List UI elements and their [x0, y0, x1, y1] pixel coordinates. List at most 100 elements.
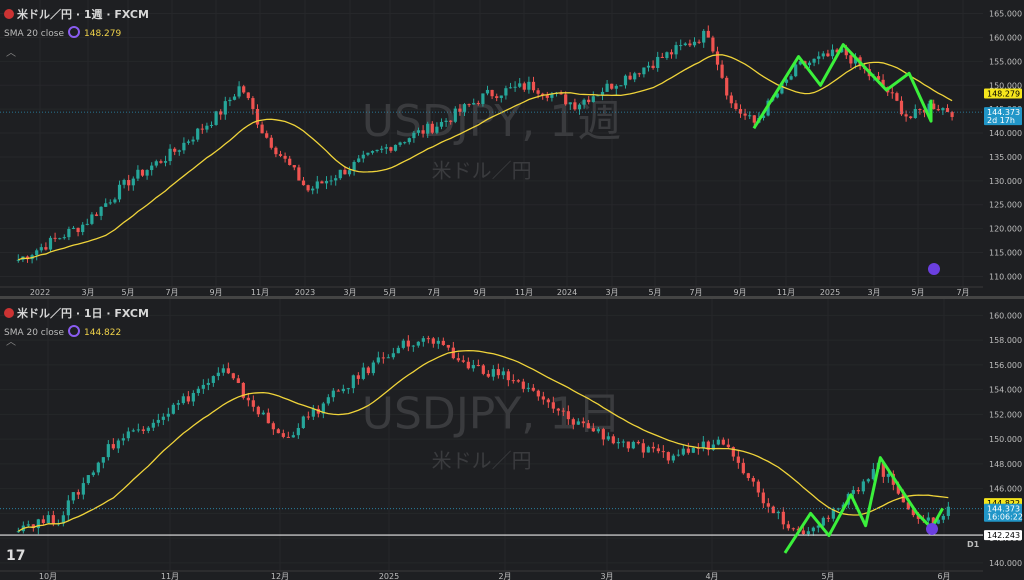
sma-20-line	[18, 54, 953, 261]
candle-body	[260, 124, 264, 134]
watermark-name: 米ドル／円	[432, 159, 532, 183]
pane-divider[interactable]	[0, 296, 1024, 299]
candle-body	[94, 214, 99, 216]
candle-body	[113, 199, 117, 203]
candle-body	[835, 49, 839, 53]
candle-body	[347, 170, 352, 175]
candle-body	[748, 115, 752, 117]
candle-body	[711, 37, 715, 52]
candle-body	[906, 502, 910, 510]
candle-body	[356, 375, 360, 379]
indicator-settings-icon[interactable]	[68, 325, 80, 337]
candle-body	[357, 158, 361, 162]
candle-body	[472, 102, 476, 105]
candle-body	[206, 382, 210, 385]
candle-body	[486, 373, 490, 377]
price-tick-label: 158.000	[989, 336, 1022, 345]
candle-body	[411, 345, 415, 347]
watermark-name: 米ドル／円	[432, 449, 532, 473]
candle-body	[866, 479, 870, 482]
collapse-legend-chevron-icon[interactable]: ︿	[6, 337, 16, 348]
candle-body	[286, 436, 290, 438]
candle-body	[116, 440, 120, 449]
candle-body	[186, 396, 190, 402]
candle-body	[156, 419, 160, 423]
candle-body	[122, 180, 126, 185]
candle-body	[336, 390, 340, 392]
candle-body	[741, 462, 745, 474]
candle-body	[941, 515, 945, 520]
daily-chart-pane[interactable]: USDJPY, 1日 米ドル／円 D1 160.000 158.000 156.000 15…	[0, 299, 1024, 580]
candle-body	[186, 141, 191, 143]
candle-body	[446, 344, 450, 348]
candle-body	[48, 237, 53, 250]
candle-body	[531, 387, 535, 391]
watermark-symbol: USDJPY, 1週	[362, 96, 621, 147]
indicator-settings-icon[interactable]	[68, 26, 80, 38]
candle-body	[436, 340, 440, 344]
candle-body	[381, 357, 385, 359]
candle-body	[121, 438, 125, 441]
price-tick-label: 155.000	[989, 57, 1022, 66]
alert-bolt-icon[interactable]	[926, 523, 938, 535]
candle-body	[716, 439, 720, 445]
candle-body	[191, 393, 195, 402]
candle-body	[522, 83, 526, 90]
candle-body	[386, 357, 390, 359]
weekly-chart-pane[interactable]: USDJPY, 1週 米ドル／円 165.000 160.000 155.000 150.…	[0, 0, 1024, 296]
daily-indicator-label[interactable]: SMA 20 close	[4, 328, 64, 338]
candle-body	[551, 402, 555, 409]
candle-body	[692, 41, 697, 46]
candle-body	[384, 147, 388, 149]
candle-body	[200, 128, 204, 130]
candle-body	[66, 500, 70, 516]
candle-body	[564, 94, 568, 105]
candle-body	[39, 247, 43, 251]
collapse-legend-chevron-icon[interactable]: ︿	[6, 48, 16, 59]
time-tick-label: 7月	[165, 288, 178, 296]
candle-body	[326, 397, 330, 404]
weekly-chart-legend: 米ドル／円 · 1週 · FXCM SMA 20 close 148.279	[4, 6, 149, 39]
candle-body	[471, 365, 475, 369]
candle-body	[182, 142, 186, 151]
candle-body	[775, 93, 779, 98]
candle-body	[896, 484, 900, 494]
candle-body	[751, 478, 755, 482]
candle-body	[269, 137, 273, 148]
candle-body	[516, 380, 520, 382]
candle-body	[681, 448, 685, 455]
candle-body	[236, 378, 240, 383]
candle-body	[830, 49, 835, 57]
candle-body	[890, 92, 894, 94]
candle-body	[329, 180, 333, 182]
price-tag-label: 148.279	[987, 89, 1020, 98]
candle-body	[291, 435, 295, 438]
candle-body	[606, 436, 610, 440]
candle-body	[104, 203, 108, 207]
candle-body	[435, 126, 439, 133]
price-tag: 148.279	[984, 88, 1022, 99]
weekly-indicator-label[interactable]: SMA 20 close	[4, 29, 64, 39]
price-tag-label: 144.373	[987, 108, 1020, 117]
candle-body	[950, 112, 954, 117]
candle-body	[430, 123, 434, 133]
candle-body	[856, 490, 860, 492]
candle-body	[108, 202, 112, 204]
candle-body	[577, 104, 582, 110]
candle-body	[226, 368, 230, 374]
candle-body	[278, 154, 283, 156]
candle-body	[651, 446, 655, 449]
candle-body	[274, 147, 278, 155]
candle-body	[288, 158, 292, 166]
candle-body	[196, 388, 200, 394]
candle-body	[292, 165, 296, 168]
time-tick-label: 3月	[605, 288, 618, 296]
candle-body	[531, 81, 536, 91]
tradingview-logo[interactable]: 17	[6, 548, 26, 564]
candle-body	[76, 492, 80, 495]
price-tag-countdown: 2d 17h	[987, 116, 1015, 125]
candle-body	[398, 142, 402, 145]
alert-bolt-icon[interactable]	[928, 263, 940, 275]
